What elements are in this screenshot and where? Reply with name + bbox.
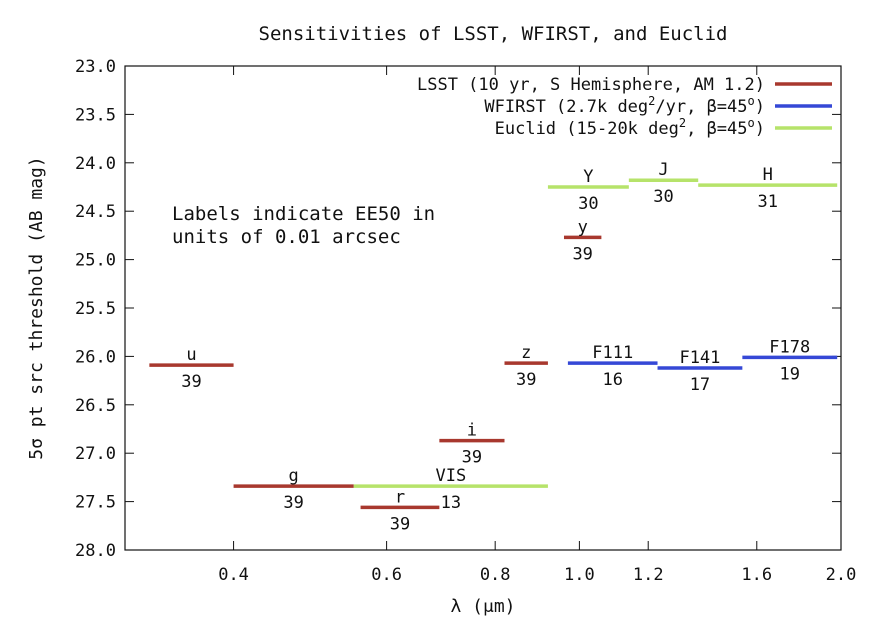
band-label: r <box>395 487 405 507</box>
x-axis-label: λ (μm) <box>450 596 515 617</box>
plot-area: u 39 g 39 r 39 i 39 z 39 y 39 F111 16 F141 17 F178 19 VIS 1… <box>149 160 838 534</box>
ee50-label: 39 <box>516 370 536 390</box>
y-tick-label: 28.0 <box>75 541 116 561</box>
ee50-label: 31 <box>757 192 777 212</box>
band-label: F178 <box>769 337 810 357</box>
legend-label: Euclid (15-20k deg2, β=45o) <box>495 116 765 139</box>
ee50-label: 16 <box>602 370 622 390</box>
ee50-label: 39 <box>572 244 592 264</box>
band-label: Y <box>583 167 593 187</box>
x-tick-label: 1.0 <box>564 565 595 585</box>
ee50-label: 39 <box>283 493 303 513</box>
legend-label: WFIRST (2.7k deg2/yr, β=45o) <box>484 94 765 117</box>
x-tick-label: 1.6 <box>741 565 772 585</box>
band-label: J <box>658 160 668 180</box>
ee50-label: 39 <box>181 372 201 392</box>
y-tick-label: 26.5 <box>75 396 116 416</box>
y-tick-label: 25.5 <box>75 299 116 319</box>
band-label: u <box>186 345 196 365</box>
annotation-line-2: units of 0.01 arcsec <box>172 226 401 248</box>
y-tick-label: 27.5 <box>75 493 116 513</box>
ee50-label: 19 <box>780 364 800 384</box>
band-label: VIS <box>435 466 466 486</box>
y-tick-label: 27.0 <box>75 444 116 464</box>
band-label: H <box>763 165 773 185</box>
y-tick-label: 23.5 <box>75 105 116 125</box>
y-axis: 23.0 23.5 24.0 24.5 25.0 25.5 26.0 26.5 27.0 27.5… <box>75 57 841 561</box>
ee50-label: 13 <box>441 493 461 513</box>
x-tick-label: 0.6 <box>371 565 402 585</box>
y-tick-label: 25.0 <box>75 251 116 271</box>
y-tick-label: 24.5 <box>75 202 116 222</box>
legend-label: LSST (10 yr, S Hemisphere, AM 1.2) <box>417 75 765 95</box>
band-label: z <box>521 343 531 363</box>
x-tick-label: 2.0 <box>826 565 857 585</box>
x-tick-label: 1.2 <box>633 565 664 585</box>
band-label: F111 <box>592 343 633 363</box>
x-axis: 0.4 0.6 0.8 1.0 1.2 1.6 2.0 <box>218 66 856 585</box>
ee50-label: 30 <box>653 187 673 207</box>
ee50-label: 39 <box>462 448 482 468</box>
ee50-label: 39 <box>390 514 410 534</box>
y-tick-label: 23.0 <box>75 57 116 77</box>
chart-title: Sensitivities of LSST, WFIRST, and Eucli… <box>259 23 728 45</box>
ee50-label: 30 <box>578 194 598 214</box>
x-tick-label: 0.8 <box>480 565 511 585</box>
ee50-label: 17 <box>690 375 710 395</box>
band-label: y <box>578 217 588 237</box>
legend: LSST (10 yr, S Hemisphere, AM 1.2)WFIRST… <box>417 75 832 139</box>
y-tick-label: 26.0 <box>75 347 116 367</box>
band-label: F141 <box>679 348 720 368</box>
annotation-line-1: Labels indicate EE50 in <box>172 203 435 225</box>
y-tick-label: 24.0 <box>75 154 116 174</box>
x-tick-label: 0.4 <box>218 565 249 585</box>
band-label: g <box>289 466 299 486</box>
y-axis-label: 5σ pt src threshold (AB mag) <box>26 156 47 459</box>
band-label: i <box>467 421 477 441</box>
